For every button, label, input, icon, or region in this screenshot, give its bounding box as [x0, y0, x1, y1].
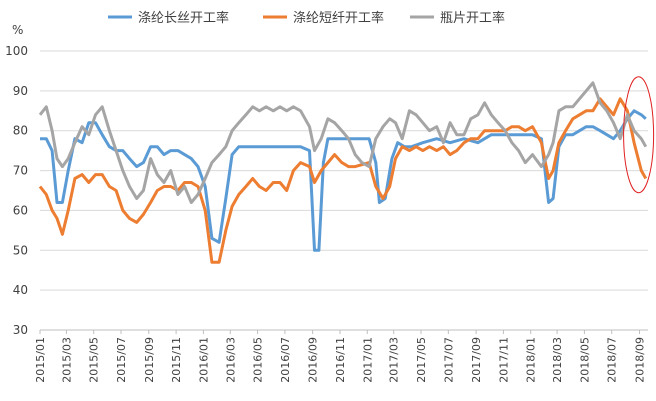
x-tick-label: 2018/07 — [606, 337, 619, 383]
x-tick-label: 2015/09 — [143, 337, 156, 383]
y-tick-label: 90 — [13, 84, 28, 98]
x-tick-label: 2017/03 — [388, 337, 401, 383]
legend-label: 瓶片开工率 — [440, 10, 505, 26]
y-tick-label: 50 — [13, 243, 28, 257]
x-tick-label: 2016/05 — [252, 337, 265, 383]
series-line-1 — [40, 109, 647, 252]
x-tick-label: 2016/07 — [279, 337, 292, 383]
x-tick-label: 2018/01 — [525, 337, 538, 383]
y-tick-label: 80 — [13, 124, 28, 138]
y-axis-ticks: 30 40 50 60 70 80 90 100 — [5, 44, 28, 337]
x-tick-label: 2018/09 — [633, 337, 646, 383]
y-tick-label: 30 — [13, 323, 28, 337]
y-tick-label: 40 — [13, 283, 28, 297]
y-tick-label: 60 — [13, 203, 28, 217]
x-tick-label: 2016/11 — [334, 337, 347, 383]
legend: 涤纶长丝开工率 涤纶短纤开工率 瓶片开工率 — [108, 10, 505, 26]
x-tick-label: 2017/09 — [470, 337, 483, 383]
x-tick-label: 2017/07 — [442, 337, 455, 383]
x-tick-label: 2017/11 — [497, 337, 510, 383]
x-tick-label: 2017/01 — [361, 337, 374, 383]
highlight-ellipse — [623, 76, 655, 194]
legend-label: 涤纶长丝开工率 — [138, 10, 229, 26]
series-line-3 — [38, 81, 648, 204]
x-tick-label: 2018/03 — [551, 337, 564, 383]
gridlines — [40, 50, 648, 331]
y-tick-label: 100 — [5, 44, 28, 58]
x-axis-ticks: 2015/01 2015/03 2015/05 2015/07 2015/09 2015/… — [34, 330, 646, 383]
x-tick-label: 2016/09 — [307, 337, 320, 383]
series-lines — [38, 81, 648, 264]
highlight-ellipse-shape — [623, 76, 655, 194]
x-tick-label: 2015/07 — [115, 337, 128, 383]
series-line-2 — [38, 97, 648, 264]
x-tick-label: 2016/01 — [197, 337, 210, 383]
x-tick-label: 2015/03 — [60, 337, 73, 383]
x-tick-label: 2015/01 — [34, 337, 47, 383]
legend-label: 涤纶短纤开工率 — [293, 10, 384, 26]
x-tick-label: 2015/05 — [88, 337, 101, 383]
x-tick-label: 2017/05 — [415, 337, 428, 383]
x-tick-label: 2016/03 — [224, 337, 237, 383]
y-tick-label: 70 — [13, 164, 28, 178]
y-axis-unit: % — [12, 23, 23, 37]
x-tick-label: 2015/11 — [170, 337, 183, 383]
x-tick-label: 2018/05 — [578, 337, 591, 383]
